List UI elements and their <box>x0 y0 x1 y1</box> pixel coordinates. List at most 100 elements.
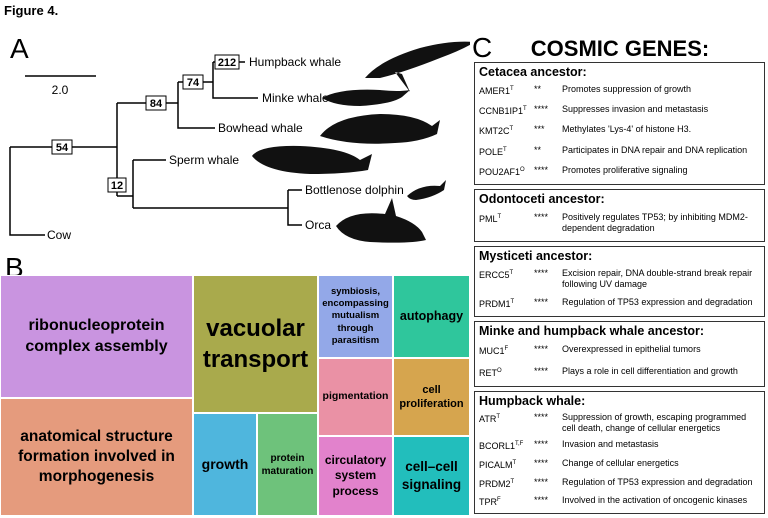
panel-letter: C <box>472 32 493 63</box>
gene-row: PRDM1T **** Regulation of TP53 expression … <box>479 297 760 310</box>
gene-description: Suppresses invasion and metastasis <box>562 104 709 115</box>
gene-description: Plays a role in cell differentiation and… <box>562 366 738 377</box>
gene-stars: **** <box>534 267 549 278</box>
gene-superscript: T <box>512 459 517 466</box>
node-box <box>107 177 127 193</box>
phylogenetic-tree: A 2.0 54 84 74 212 12 Humpback whale Min… <box>9 33 470 243</box>
gene-stars: **** <box>534 212 549 222</box>
whale-silhouette <box>252 145 372 174</box>
tile-label: protein maturation <box>261 452 314 477</box>
node-box <box>145 95 167 111</box>
node-support: 74 <box>187 77 200 89</box>
treemap-tile: autophagy <box>393 275 470 358</box>
gene-description: Regulation of TP53 expression and degrad… <box>562 297 753 308</box>
gene-name: MUC1 <box>479 345 505 356</box>
tile-label: symbiosis, encompassing mutualism throug… <box>322 285 389 347</box>
gene-superscript: T,F <box>515 441 524 448</box>
gene-row: PMLT **** Positively regulates TP53; by in… <box>479 212 760 234</box>
gene-description: Positively regulates TP53; by inhibiting… <box>562 212 748 233</box>
gene-stars: ** <box>534 83 542 94</box>
gene-name-cell: TPRF <box>479 495 534 508</box>
gene-row: PICALMT **** Change of cellular energetics <box>479 458 760 471</box>
leaf-label: Bottlenose dolphin <box>305 183 404 197</box>
gene-rows: ERCC5T **** Excision repair, DNA double-st… <box>479 264 760 314</box>
gene-superscript: T <box>496 413 501 420</box>
gene-stars: **** <box>534 439 549 450</box>
treemap-tile: vacuolar transport <box>193 275 318 413</box>
leaf-label: Cow <box>47 228 71 242</box>
gene-rows: PMLT **** Positively regulates TP53; by in… <box>479 207 760 239</box>
treemap-tile: circulatory system process <box>318 436 393 516</box>
gene-description: Change of cellular energetics <box>562 457 679 468</box>
gene-name-cell: PRDM2T <box>479 477 534 490</box>
gene-name-cell: RETO <box>479 366 534 379</box>
gene-name: POLE <box>479 146 504 157</box>
gene-row: TPRF **** Involved in the activation of on… <box>479 495 760 508</box>
gene-stars: **** <box>534 366 549 377</box>
node-box <box>51 139 73 155</box>
gene-description: Methylates 'Lys-4' of histone H3. <box>562 124 692 135</box>
panel-letter: A <box>10 33 29 64</box>
node-support: 12 <box>111 180 123 192</box>
gene-description: Regulation of TP53 expression and degrad… <box>562 476 753 487</box>
gene-row: KMT2CT *** Methylates 'Lys-4' of histone H… <box>479 124 760 137</box>
leaf-label: Orca <box>305 218 331 232</box>
whale-silhouette <box>322 89 410 106</box>
gene-group: Cetacea ancestor: AMER1T ** Promotes suppre… <box>474 62 765 185</box>
tile-label: pigmentation <box>322 390 389 403</box>
gene-stars: **** <box>534 343 549 354</box>
leaf-label: Minke whale <box>262 91 329 105</box>
gene-description: Promotes proliferative signaling <box>562 165 688 176</box>
group-heading: Minke and humpback whale ancestor: <box>479 324 705 338</box>
gene-stars: **** <box>534 165 549 176</box>
gene-name-cell: MUC1F <box>479 344 534 357</box>
node-support: 212 <box>218 57 236 69</box>
group-heading: Cetacea ancestor: <box>479 65 587 79</box>
treemap-tile: growth <box>193 413 257 516</box>
gene-name: BCORL1 <box>479 441 516 452</box>
gene-description: Promotes suppression of growth <box>562 83 692 94</box>
gene-superscript: O <box>497 368 502 375</box>
node-support: 54 <box>56 142 69 154</box>
gene-rows: MUC1F **** Overexpressed in epithelial tum… <box>479 339 760 384</box>
tile-label: growth <box>201 456 249 473</box>
gene-superscript: F <box>497 497 501 504</box>
tile-label: autophagy <box>399 309 464 324</box>
tile-label: anatomical structure formation involved … <box>18 427 175 486</box>
gene-description: Excision repair, DNA double-strand break… <box>562 267 753 289</box>
gene-name-cell: KMT2CT <box>479 124 534 137</box>
gene-name: POU2AF1 <box>479 167 521 178</box>
gene-name: KMT2C <box>479 126 510 137</box>
group-heading: Odontoceti ancestor: <box>479 192 605 206</box>
treemap-tile: anatomical structure formation involved … <box>0 398 193 516</box>
gene-superscript: T <box>523 106 527 113</box>
gene-superscript: T <box>497 214 502 220</box>
whale-silhouette <box>407 180 446 200</box>
tile-label: ribonucleoprotein complex assembly <box>25 316 168 355</box>
gene-groups: Cetacea ancestor: AMER1T ** Promotes suppre… <box>474 62 765 514</box>
gene-superscript: T <box>510 85 514 92</box>
treemap-tile: pigmentation <box>318 358 393 436</box>
leaf-label: Bowhead whale <box>218 121 303 135</box>
gene-description: Invasion and metastasis <box>562 439 659 450</box>
tile-label: cell–cell signaling <box>401 459 462 492</box>
whale-silhouette <box>336 198 426 243</box>
node-support: 84 <box>150 98 163 110</box>
gene-superscript: O <box>520 167 525 174</box>
gene-name: RET <box>479 368 497 379</box>
tile-label: vacuolar transport <box>202 314 309 373</box>
treemap: ribonucleoprotein complex assembly anato… <box>0 275 470 516</box>
gene-description: Involved in the activation of oncogenic … <box>562 495 748 506</box>
gene-name-cell: BCORL1T,F <box>479 439 534 452</box>
tile-label: circulatory system process <box>324 452 387 498</box>
whale-silhouette <box>365 41 470 92</box>
gene-stars: **** <box>534 457 549 468</box>
treemap-tile: cell–cell signaling <box>393 436 470 516</box>
gene-name: PICALM <box>479 459 513 470</box>
gene-rows: AMER1T ** Promotes suppression of growth CC… <box>479 80 760 182</box>
gene-superscript: F <box>504 345 509 352</box>
gene-description: Participates in DNA repair and DNA repli… <box>562 144 748 155</box>
gene-name-cell: POLET <box>479 145 534 158</box>
gene-name: ATR <box>479 413 497 424</box>
gene-stars: **** <box>534 297 549 308</box>
